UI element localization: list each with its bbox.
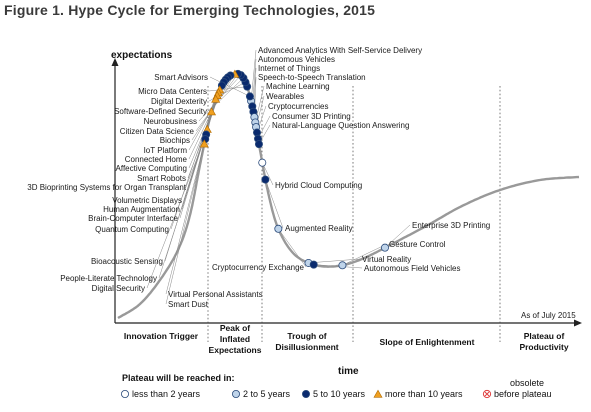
marker-natural-language-question-answering: [254, 140, 263, 149]
label-enterprise-3d-printing: Enterprise 3D Printing: [412, 221, 490, 230]
label-augmented-reality: Augmented Reality: [285, 224, 353, 233]
label-gesture-control: Gesture Control: [389, 240, 446, 249]
label-brain-computer-interface: Brain-Computer Interface: [88, 214, 178, 223]
leader-virtual-personal-assistants: [165, 139, 206, 295]
label-iot-platform: IoT Platform: [144, 146, 188, 155]
marker-autonomous-field-vehicles: [309, 260, 318, 269]
label-biochips: Biochips: [160, 136, 190, 145]
hype-curve: [117, 72, 580, 319]
legend-2-to-5-years-marker: [231, 389, 240, 398]
technology-markers: [199, 69, 389, 270]
legend-less-than-2-years-marker: [121, 389, 130, 398]
leader-quantum-computing: [170, 98, 216, 230]
label-software-defined-security: Software-Defined Security: [114, 107, 207, 116]
marker-smart-advisors: [245, 92, 254, 101]
label-autonomous-vehicles: Autonomous Vehicles: [258, 55, 335, 64]
label-digital-dexterity: Digital Dexterity: [151, 97, 207, 106]
label-smart-robots: Smart Robots: [137, 174, 186, 183]
marker-augmented-reality: [261, 175, 270, 184]
phase-plateau-of-productivity: Plateau of Productivity: [519, 331, 568, 352]
leader-digital-security: [146, 134, 207, 289]
legend-5-to-10-years-item: 5 to 10 years: [301, 389, 366, 399]
label-citizen-data-science: Citizen Data Science: [120, 127, 195, 136]
label-wearables: Wearables: [266, 92, 304, 101]
technology-labels: Advanced Analytics With Self-Service Del…: [27, 46, 490, 309]
label-hybrid-cloud-computing: Hybrid Cloud Computing: [275, 181, 362, 190]
phase-innovation-trigger: Innovation Trigger: [124, 331, 199, 341]
marker-cryptocurrency-exchange: [274, 224, 283, 233]
figure-title: Figure 1. Hype Cycle for Emerging Techno…: [4, 2, 376, 18]
leader-gesture-control: [342, 243, 388, 266]
marker-gesture-control: [338, 261, 347, 270]
marker-smart-dust: [199, 139, 209, 148]
chart-axes: expectations time As of July 2015: [111, 50, 582, 377]
legend-title: Plateau will be reached in:: [122, 373, 235, 383]
label-natural-language-question-answering: Natural-Language Question Answering: [272, 121, 409, 130]
legend-more-than-10-years-marker: [373, 389, 383, 398]
label-quantum-computing: Quantum Computing: [95, 225, 169, 234]
label-micro-data-centers: Micro Data Centers: [138, 87, 207, 96]
legend-obsolete-before-plateau-item: obsolete before plateau: [482, 378, 552, 399]
label-smart-advisors: Smart Advisors: [154, 73, 208, 82]
y-axis-label: expectations: [111, 50, 173, 61]
marker-quantum-computing: [211, 94, 221, 103]
phase-peak-of-inflated-expectations: Peak of Inflated Expectations: [209, 323, 262, 355]
leader-hybrid-cloud-computing: [262, 162, 274, 186]
phase-labels: Innovation Trigger Peak of Inflated Expecta…: [124, 323, 569, 355]
label-bioacoustic-sensing: Bioacoustic Sensing: [91, 257, 163, 266]
as-of-note: As of July 2015: [521, 311, 576, 320]
label-virtual-reality: Virtual Reality: [362, 255, 411, 264]
legend-obsolete-before-plateau-marker-cross: [484, 391, 490, 397]
label-human-augmentation: Human Augmentation: [103, 205, 180, 214]
legend-5-to-10-years-label: 5 to 10 years: [313, 389, 366, 399]
label-advanced-analytics-with-self-service-delivery: Advanced Analytics With Self-Service Del…: [258, 46, 422, 55]
label-consumer-3d-printing: Consumer 3D Printing: [272, 112, 351, 121]
legend-more-than-10-years-label: more than 10 years: [385, 389, 463, 399]
leader-smart-dust: [165, 143, 205, 305]
phase-trough-of-disillusionment: Trough of Disillusionment: [275, 331, 338, 352]
label-digital-security: Digital Security: [92, 284, 145, 293]
label-virtual-personal-assistants: Virtual Personal Assistants: [168, 290, 263, 299]
label-cryptocurrency-exchange: Cryptocurrency Exchange: [212, 263, 305, 272]
y-axis-arrow: [111, 58, 119, 66]
marker-hybrid-cloud-computing: [258, 158, 267, 167]
label-cryptocurrencies: Cryptocurrencies: [268, 102, 328, 111]
legend-less-than-2-years-item: less than 2 years: [121, 389, 201, 399]
label-affective-computing: Affective Computing: [116, 164, 187, 173]
label-3d-bioprinting-systems-for-organ-transplant: 3D Bioprinting Systems for Organ Transpl…: [27, 183, 187, 192]
label-speech-to-speech-translation: Speech-to-Speech Translation: [258, 73, 366, 82]
leader-virtual-reality: [308, 258, 361, 264]
x-axis-label: time: [338, 366, 359, 377]
legend: Plateau will be reached in: less than 2 y…: [121, 373, 552, 399]
leader-augmented-reality: [265, 179, 284, 229]
legend-obsolete-before-plateau-label: obsolete before plateau: [494, 378, 552, 399]
leader-autonomous-field-vehicles: [313, 264, 363, 269]
leader-people-literate-technology: [158, 129, 208, 279]
label-neurobusiness: Neurobusiness: [144, 117, 197, 126]
x-axis-arrow: [574, 319, 582, 327]
label-machine-learning: Machine Learning: [266, 82, 330, 91]
legend-more-than-10-years-item: more than 10 years: [373, 389, 463, 399]
marker-bioacoustic-sensing: [207, 107, 217, 116]
phase-slope-of-enlightenment: Slope of Enlightenment: [380, 337, 475, 347]
legend-2-to-5-years-item: 2 to 5 years: [231, 389, 291, 399]
marker-enterprise-3d-printing: [380, 243, 389, 252]
label-volumetric-displays: Volumetric Displays: [112, 196, 182, 205]
leader-enterprise-3d-printing: [384, 224, 411, 248]
legend-5-to-10-years-marker: [301, 389, 310, 398]
label-autonomous-field-vehicles: Autonomous Field Vehicles: [364, 264, 461, 273]
legend-less-than-2-years-label: less than 2 years: [132, 389, 201, 399]
hype-curve-line: [117, 72, 580, 319]
leader-cryptocurrency-exchange: [278, 228, 307, 268]
label-smart-dust: Smart Dust: [168, 300, 209, 309]
label-people-literate-technology: People-Literate Technology: [60, 274, 157, 283]
legend-2-to-5-years-label: 2 to 5 years: [243, 389, 291, 399]
label-connected-home: Connected Home: [125, 155, 188, 164]
leader-advanced-analytics-with-self-service-delivery: [250, 49, 257, 102]
label-internet-of-things: Internet of Things: [258, 64, 320, 73]
